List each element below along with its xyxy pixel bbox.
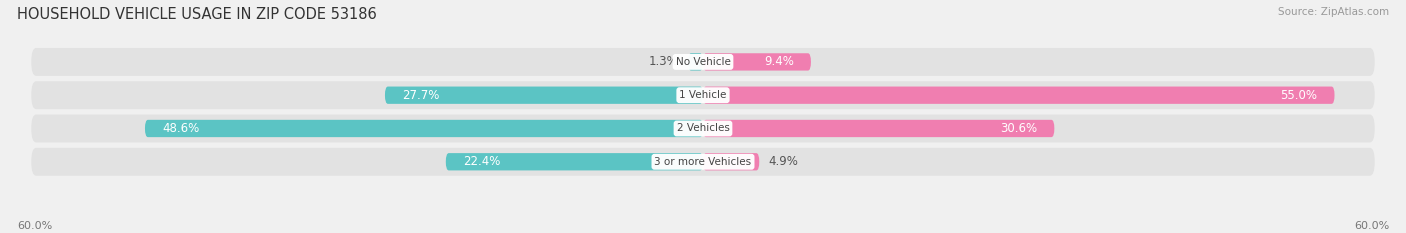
Text: 9.4%: 9.4% <box>763 55 794 69</box>
Text: 1.3%: 1.3% <box>650 55 679 69</box>
FancyBboxPatch shape <box>446 153 703 170</box>
FancyBboxPatch shape <box>31 114 1375 142</box>
Text: Source: ZipAtlas.com: Source: ZipAtlas.com <box>1278 7 1389 17</box>
FancyBboxPatch shape <box>688 53 703 71</box>
Text: 30.6%: 30.6% <box>1000 122 1038 135</box>
FancyBboxPatch shape <box>703 153 759 170</box>
Text: 1 Vehicle: 1 Vehicle <box>679 90 727 100</box>
Text: No Vehicle: No Vehicle <box>675 57 731 67</box>
Text: 60.0%: 60.0% <box>17 221 52 231</box>
FancyBboxPatch shape <box>703 120 1054 137</box>
FancyBboxPatch shape <box>385 86 703 104</box>
Text: 4.9%: 4.9% <box>769 155 799 168</box>
FancyBboxPatch shape <box>31 148 1375 176</box>
Text: 2 Vehicles: 2 Vehicles <box>676 123 730 134</box>
Text: 27.7%: 27.7% <box>402 89 440 102</box>
FancyBboxPatch shape <box>31 81 1375 109</box>
Text: 60.0%: 60.0% <box>1354 221 1389 231</box>
Text: 22.4%: 22.4% <box>463 155 501 168</box>
Text: 55.0%: 55.0% <box>1281 89 1317 102</box>
FancyBboxPatch shape <box>703 53 811 71</box>
FancyBboxPatch shape <box>31 48 1375 76</box>
Text: HOUSEHOLD VEHICLE USAGE IN ZIP CODE 53186: HOUSEHOLD VEHICLE USAGE IN ZIP CODE 5318… <box>17 7 377 22</box>
Text: 48.6%: 48.6% <box>162 122 200 135</box>
FancyBboxPatch shape <box>703 86 1334 104</box>
Text: 3 or more Vehicles: 3 or more Vehicles <box>654 157 752 167</box>
FancyBboxPatch shape <box>145 120 703 137</box>
